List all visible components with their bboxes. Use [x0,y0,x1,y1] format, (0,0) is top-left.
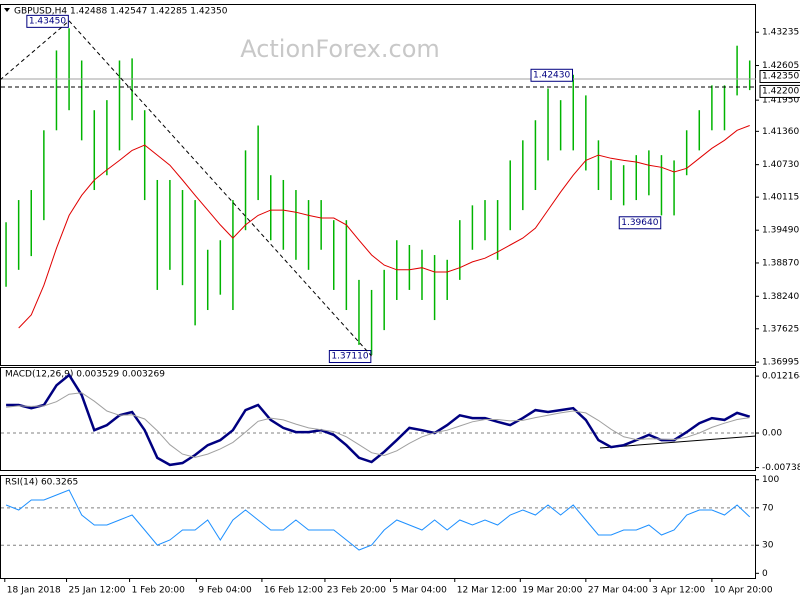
x-tick-label: 3 Apr 12:00 [652,586,705,596]
label-box [759,70,800,84]
x-tick-label: 10 Apr 20:00 [714,586,773,596]
y-tick-label: 1.41950 [762,96,799,106]
y-tick-label: 1.43235 [762,28,799,38]
y-tick-label: 1.41360 [762,127,799,137]
y-tick-label: 1.40730 [762,160,799,170]
x-tick-label: 25 Jan 12:00 [69,586,126,596]
y-tick-label: 0 [762,569,768,579]
label-box [618,216,662,230]
panel-title: GBPUSD,H4 1.42488 1.42547 1.42285 1.4235… [14,7,228,17]
y-tick-label: 1.40115 [762,193,799,203]
indicator-line [5,489,751,551]
panel-title: RSI(14) 60.3265 [5,478,78,488]
label-box [26,14,69,28]
x-tick-label: 16 Feb 12:00 [264,586,323,596]
price-annotation: 1.37110 [331,352,368,362]
y-tick-label: 1.38870 [762,258,799,268]
indicator-line [6,392,750,458]
price-annotation: 1.43450 [29,16,66,26]
macd-panel-frame [0,367,756,471]
moving-average [18,125,750,329]
macd-trend-line [599,435,757,449]
panel-title: MACD(12,26,9) 0.003529 0.003269 [5,370,165,380]
x-tick-label: 19 Mar 20:00 [522,586,582,596]
x-tick-label: 1 Feb 20:00 [132,586,186,596]
price-annotation: 1.42430 [533,70,570,80]
trend-line [68,20,372,357]
main-panel-frame [0,4,756,366]
y-tick-label: 1.36995 [762,358,799,368]
price-line-label: 1.42350 [762,72,799,82]
x-tick-label: 5 Mar 04:00 [392,586,447,596]
label-box [530,68,574,82]
y-tick-label: 0.00 [762,429,782,439]
y-tick-label: 70 [762,503,774,513]
label-box [759,84,800,98]
label-box [328,350,372,364]
y-tick-label: 0.012164 [762,372,800,382]
y-tick-label: 30 [762,541,774,551]
indicator-line [6,373,751,467]
y-tick-label: 1.42605 [762,61,799,71]
y-tick-label: 1.39490 [762,226,799,236]
y-tick-label: -0.007384 [762,463,800,473]
x-tick-label: 9 Feb 04:00 [198,586,252,596]
rsi-panel-frame [0,475,756,579]
menu-triangle [4,8,10,12]
watermark: ActionForex.com [240,35,440,63]
x-tick-label: 23 Feb 20:00 [327,586,386,596]
price-annotation: 1.39640 [621,218,658,228]
y-tick-label: 1.37625 [762,324,799,334]
x-tick-label: 12 Mar 12:00 [457,586,517,596]
trend-line [0,20,70,81]
x-tick-label: 18 Jan 2018 [7,586,61,596]
x-tick-label: 27 Mar 04:00 [588,586,648,596]
price-line-label: 1.42200 [762,86,799,96]
y-tick-label: 100 [762,475,779,485]
y-tick-label: 1.38240 [762,292,799,302]
